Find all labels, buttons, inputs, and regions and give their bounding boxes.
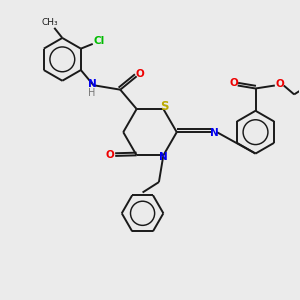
Text: S: S	[160, 100, 168, 113]
Text: Cl: Cl	[94, 36, 105, 46]
Text: O: O	[106, 150, 114, 160]
Text: O: O	[275, 79, 284, 89]
Text: O: O	[136, 69, 145, 79]
Text: H: H	[88, 88, 96, 98]
Text: N: N	[88, 79, 96, 89]
Text: N: N	[159, 152, 168, 162]
Text: CH₃: CH₃	[41, 18, 58, 27]
Text: O: O	[229, 78, 238, 88]
Text: N: N	[210, 128, 219, 138]
